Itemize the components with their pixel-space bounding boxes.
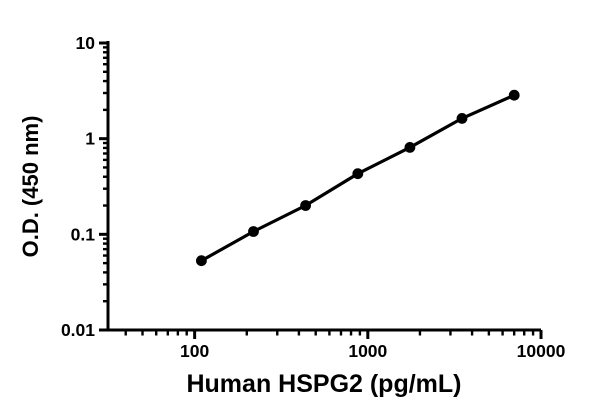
data-point [248,226,259,237]
x-tick-label: 100 [180,341,209,361]
x-axis-title: Human HSPG2 (pg/mL) [186,370,461,398]
data-point [352,168,364,180]
y-tick-label: 1 [85,129,95,149]
data-point [196,255,207,267]
data-point [300,200,311,211]
data-point [508,89,520,101]
data-point [404,142,416,153]
y-tick-label: 0.1 [71,224,96,244]
data-point [456,113,468,124]
x-tick-label: 10000 [517,341,566,361]
plot-area: 100 1000 10000 0.01 0.1 1 10 [61,33,566,361]
x-tick-label: 1000 [348,341,387,361]
y-tick-label: 0.01 [61,320,95,340]
y-axis-title: O.D. (450 nm) [18,116,43,258]
y-tick-label: 10 [76,33,96,53]
